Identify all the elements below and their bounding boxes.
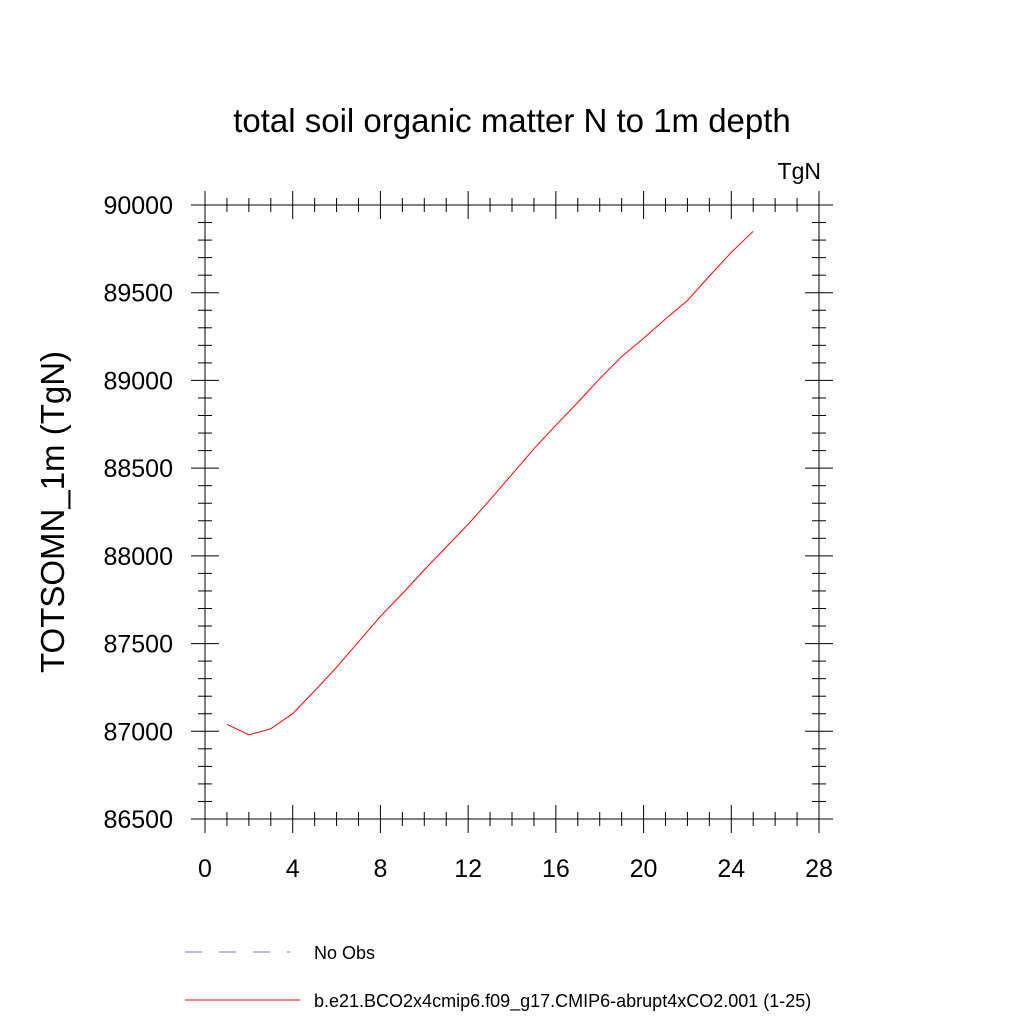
x-tick-label: 16 [542,855,570,883]
y-tick-label: 89000 [103,367,173,395]
units-label: TgN [778,158,821,184]
x-tick-label: 8 [373,855,387,883]
tick-labels: 0 4 8 12 16 20 24 28 86500 87000 87500 88000 88500 89… [103,192,832,883]
series-line [226,230,754,736]
plot-frame [204,204,820,820]
chart-title: total soil organic matter N to 1m depth [233,102,791,139]
y-axis-label: TOTSOMN_1m (TgN) [34,351,71,673]
x-tick-label: 24 [717,855,745,883]
series-group [226,230,754,736]
x-tick-label: 28 [805,855,833,883]
legend: No Obs b.e21.BCO2x4cmip6.f09_g17.CMIP6-a… [185,943,811,1012]
y-tick-label: 89500 [103,280,173,308]
axis-ticks [191,191,833,833]
y-tick-label: 87500 [103,631,173,659]
y-tick-label: 86500 [103,806,173,834]
y-tick-label: 88000 [103,543,173,571]
x-tick-label: 20 [630,855,658,883]
y-tick-label: 87000 [103,718,173,746]
y-tick-label: 90000 [103,192,173,220]
x-tick-label: 0 [198,855,212,883]
y-tick-label: 88500 [103,455,173,483]
x-tick-label: 12 [454,855,482,883]
x-tick-label: 4 [286,855,300,883]
legend-series-label: b.e21.BCO2x4cmip6.f09_g17.CMIP6-abrupt4x… [314,991,811,1012]
legend-no-obs-label: No Obs [314,943,375,963]
